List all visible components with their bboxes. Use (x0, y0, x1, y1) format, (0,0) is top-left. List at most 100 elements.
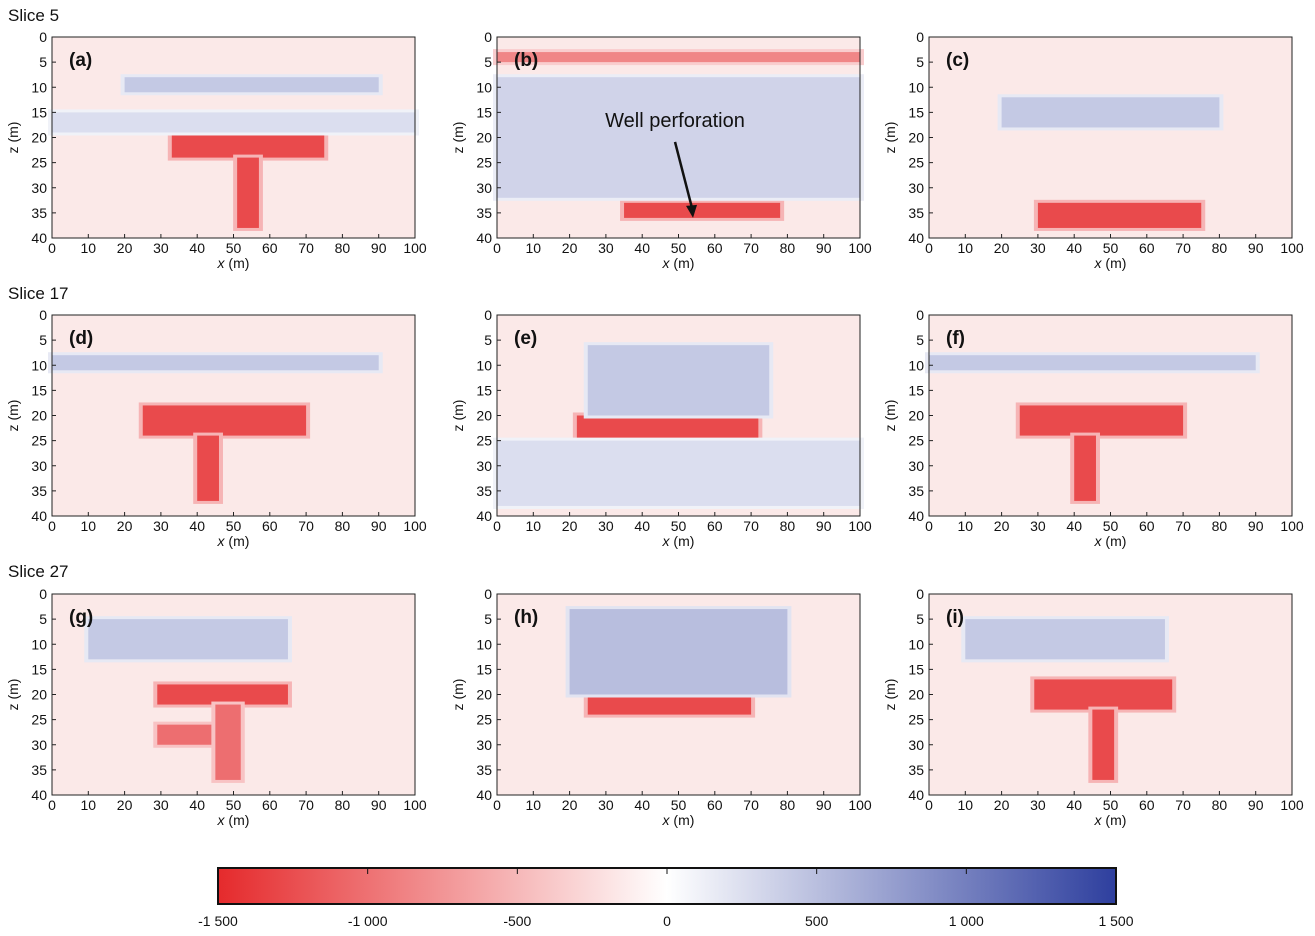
x-tick-label: 20 (117, 797, 133, 813)
y-tick-label: 15 (908, 104, 924, 120)
x-tick-label: 50 (226, 797, 242, 813)
y-axis-label: z (m) (882, 679, 898, 711)
x-tick-label: 50 (226, 240, 242, 256)
x-axis-label: x (m) (662, 255, 695, 271)
heatmap-panel: 0 10 20 30 40 50 60 70 80 90 100 0 5 10 15 20 25 30 35 40 x … (882, 305, 1306, 559)
x-tick-label: 0 (925, 797, 933, 813)
heatmap-panel: 0 10 20 30 40 50 60 70 80 90 100 0 5 10 15 20 25 30 35 40 x … (882, 584, 1306, 838)
heatmap-anomaly (1037, 202, 1202, 228)
y-tick-label: 10 (908, 357, 924, 373)
y-tick-label: 5 (916, 332, 924, 348)
x-tick-label: 0 (493, 797, 501, 813)
x-tick-label: 10 (526, 797, 542, 813)
y-tick-label: 0 (39, 29, 47, 45)
y-tick-label: 20 (31, 687, 47, 703)
x-tick-label: 60 (262, 518, 278, 534)
heatmap-svg: 0 10 20 30 40 50 60 70 80 90 100 0 5 10 15 20 25 30 35 40 x … (5, 586, 427, 828)
heatmap-anomaly (237, 157, 259, 228)
y-tick-label: 0 (39, 307, 47, 323)
y-tick-label: 40 (908, 230, 924, 246)
y-tick-label: 5 (916, 611, 924, 627)
y-tick-label: 5 (39, 54, 47, 70)
y-tick-label: 35 (908, 205, 924, 221)
y-tick-label: 35 (31, 762, 47, 778)
heatmap-anomaly (1092, 709, 1115, 780)
y-tick-label: 15 (31, 104, 47, 120)
x-tick-label: 0 (925, 240, 933, 256)
x-tick-label: 30 (598, 240, 614, 256)
y-axis-label: z (m) (882, 400, 898, 432)
x-tick-label: 50 (1103, 240, 1119, 256)
y-tick-label: 40 (908, 787, 924, 803)
heatmap-anomaly (587, 345, 770, 416)
x-tick-label: 80 (335, 240, 351, 256)
y-tick-label: 20 (31, 130, 47, 146)
y-tick-label: 15 (31, 382, 47, 398)
heatmap-panel: 0 10 20 30 40 50 60 70 80 90 100 0 5 10 15 20 25 30 35 40 x … (5, 305, 429, 559)
y-tick-label: 15 (476, 661, 492, 677)
x-tick-label: 80 (1212, 518, 1228, 534)
heatmap-anomaly (497, 77, 860, 198)
y-tick-label: 15 (31, 661, 47, 677)
x-tick-label: 30 (598, 518, 614, 534)
x-tick-label: 70 (743, 518, 759, 534)
x-tick-label: 30 (153, 797, 169, 813)
x-tick-label: 100 (403, 518, 427, 534)
y-tick-label: 35 (31, 205, 47, 221)
x-tick-label: 70 (1175, 797, 1191, 813)
panel-label: (h) (514, 607, 538, 628)
y-tick-label: 0 (916, 29, 924, 45)
x-tick-label: 80 (335, 797, 351, 813)
x-tick-label: 70 (743, 797, 759, 813)
y-tick-label: 0 (484, 586, 492, 602)
y-axis-label: z (m) (5, 400, 21, 432)
x-tick-label: 20 (562, 797, 578, 813)
heatmap-anomaly (124, 77, 379, 93)
x-tick-label: 40 (1066, 240, 1082, 256)
x-tick-label: 30 (153, 240, 169, 256)
y-tick-label: 25 (908, 712, 924, 728)
x-tick-label: 60 (1139, 240, 1155, 256)
x-tick-label: 90 (371, 240, 387, 256)
x-tick-label: 60 (707, 797, 723, 813)
heatmap-panel: 0 10 20 30 40 50 60 70 80 90 100 0 5 10 15 20 25 30 35 40 x … (450, 305, 874, 559)
y-tick-label: 5 (916, 54, 924, 70)
x-tick-label: 10 (958, 797, 974, 813)
x-tick-label: 40 (189, 797, 205, 813)
slice-27-label: Slice 27 (8, 562, 69, 581)
colorbar-tick-label: 0 (663, 913, 671, 929)
y-tick-label: 20 (31, 408, 47, 424)
y-tick-label: 15 (908, 661, 924, 677)
y-tick-label: 20 (476, 130, 492, 146)
panel-label: (e) (514, 328, 537, 349)
heatmap-anomaly (1001, 97, 1220, 128)
slice-5-label: Slice 5 (8, 6, 60, 25)
x-tick-label: 80 (335, 518, 351, 534)
x-tick-label: 90 (371, 797, 387, 813)
x-tick-label: 10 (958, 240, 974, 256)
x-tick-label: 90 (816, 518, 832, 534)
panel-label: (a) (69, 50, 92, 71)
panel-label: (c) (946, 50, 969, 71)
heatmap-panel: 0 10 20 30 40 50 60 70 80 90 100 0 5 10 15 20 25 30 35 40 x … (5, 27, 429, 281)
x-tick-label: 10 (958, 518, 974, 534)
heatmap-anomaly (88, 619, 288, 660)
y-tick-label: 40 (31, 508, 47, 524)
x-axis-label: x (m) (1094, 812, 1127, 828)
y-tick-label: 5 (484, 611, 492, 627)
y-tick-label: 5 (484, 54, 492, 70)
heatmap-anomaly (624, 202, 781, 218)
x-tick-label: 50 (671, 518, 687, 534)
colorbar-tick-label: -500 (503, 913, 531, 929)
heatmap-anomaly (215, 704, 241, 780)
x-axis-label: x (m) (662, 533, 695, 549)
y-axis-label: z (m) (5, 679, 21, 711)
x-tick-label: 90 (1248, 240, 1264, 256)
x-axis-label: x (m) (662, 812, 695, 828)
x-axis-label: x (m) (1094, 533, 1127, 549)
x-tick-label: 70 (1175, 240, 1191, 256)
y-tick-label: 35 (476, 205, 492, 221)
y-tick-label: 30 (908, 737, 924, 753)
y-tick-label: 30 (31, 458, 47, 474)
x-tick-label: 40 (189, 518, 205, 534)
